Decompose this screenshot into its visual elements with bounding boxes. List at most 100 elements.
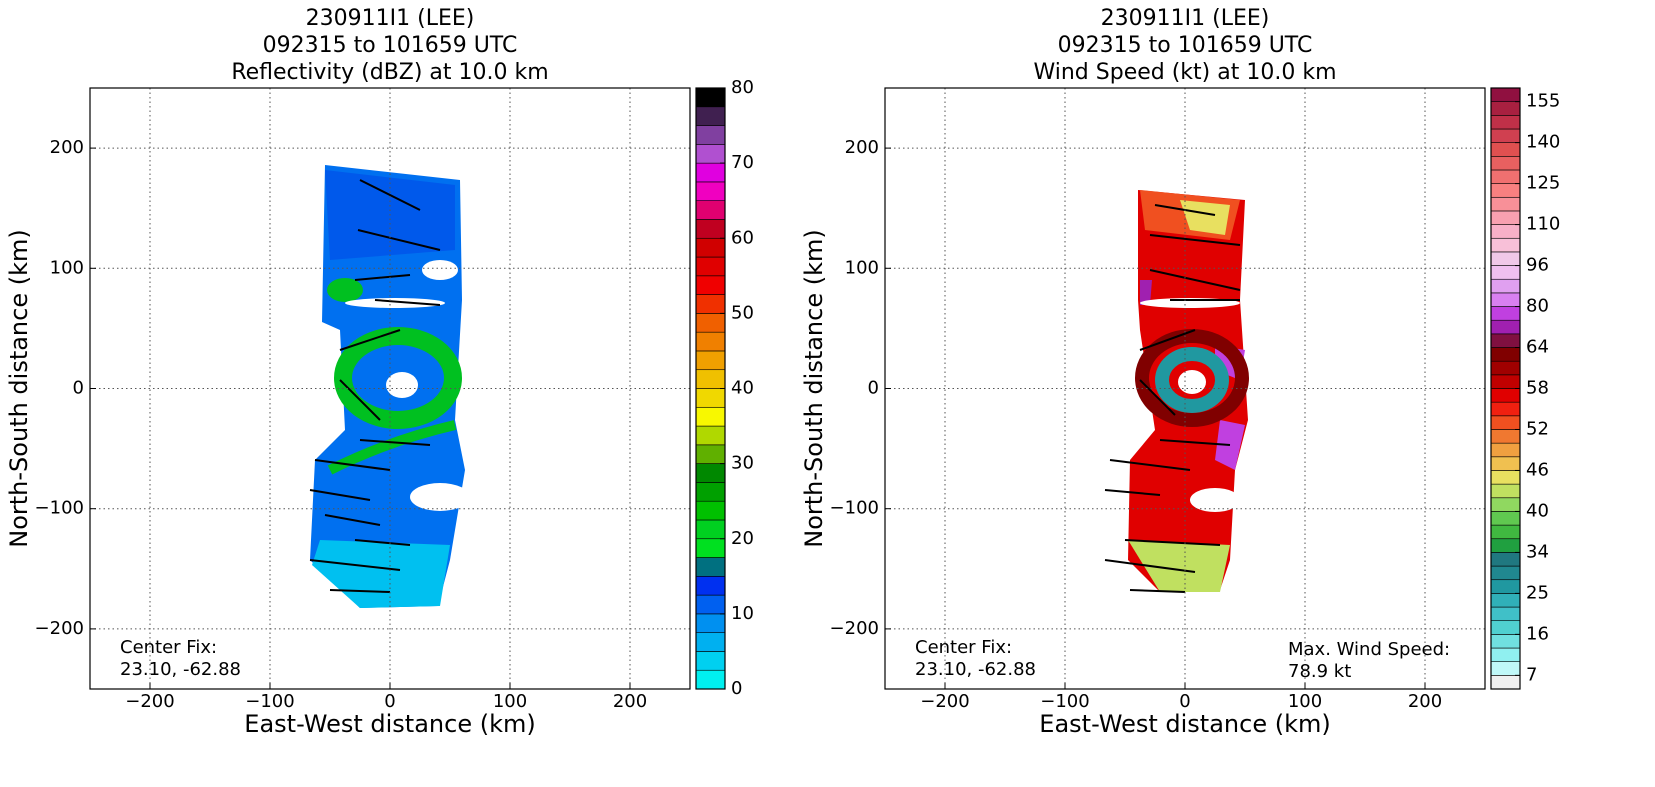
colorbar-tick-label: 64 — [1526, 337, 1549, 358]
colorbar-segment — [1490, 374, 1521, 389]
colorbar-segment — [1490, 511, 1521, 526]
colorbar-segment — [695, 219, 726, 239]
plot-frame — [89, 87, 691, 690]
chart-title: 092315 to 101659 UTC — [263, 33, 518, 58]
colorbar-segment — [1490, 565, 1521, 581]
colorbar-segment — [695, 576, 726, 596]
colorbar-segment — [1490, 142, 1521, 157]
colorbar-segment — [695, 669, 726, 690]
colorbar-segment — [1490, 661, 1521, 676]
colorbar-segment — [695, 538, 726, 558]
y-tick-label: 0 — [73, 378, 84, 399]
colorbar-segment — [1490, 87, 1521, 102]
colorbar-segment — [1490, 333, 1521, 348]
colorbar-segment — [1490, 237, 1521, 253]
colorbar-segment — [695, 313, 726, 333]
colorbar-segment — [1490, 401, 1521, 417]
colorbar-tick-label: 50 — [731, 302, 754, 323]
colorbar-tick-label: 96 — [1526, 255, 1549, 276]
colorbar-tick-label: 110 — [1526, 214, 1560, 235]
colorbar-segment — [1490, 524, 1521, 540]
chart-title: Reflectivity (dBZ) at 10.0 km — [231, 60, 548, 85]
x-tick-label: 100 — [493, 691, 527, 712]
colorbar-tick-label: 10 — [731, 603, 754, 624]
colorbar-segment — [1490, 538, 1521, 553]
y-tick-label: 200 — [845, 137, 879, 158]
y-axis-label: North-South distance (km) — [800, 229, 828, 548]
x-tick-label: −100 — [245, 691, 294, 712]
colorbar-tick-label: 155 — [1526, 91, 1560, 112]
colorbar-segment — [695, 444, 726, 464]
y-axis-label: North-South distance (km) — [5, 229, 33, 548]
colorbar-segment — [695, 200, 726, 220]
colorbar-segment — [1490, 278, 1521, 294]
colorbar-segment — [695, 275, 726, 295]
colorbar-segment — [695, 425, 726, 446]
colorbar-segment — [695, 388, 726, 408]
x-axis-label: East-West distance (km) — [1039, 710, 1330, 738]
colorbar-segment — [695, 331, 726, 352]
colorbar-segment — [1490, 115, 1521, 130]
annotation: Center Fix: — [915, 637, 1012, 658]
colorbar-tick-label: 20 — [731, 528, 754, 549]
colorbar-tick-label: 7 — [1526, 664, 1537, 685]
colorbar-segment — [1490, 497, 1521, 512]
colorbar-segment — [1490, 265, 1521, 280]
colorbar-tick-label: 40 — [731, 378, 754, 399]
x-tick-label: −200 — [125, 691, 174, 712]
colorbar-segment — [1490, 101, 1521, 116]
colorbar-segment — [1490, 196, 1521, 212]
colorbar-segment — [1490, 620, 1521, 635]
x-tick-label: 0 — [384, 691, 395, 712]
colorbar-segment — [1490, 169, 1521, 184]
colorbar-segment — [1490, 579, 1521, 594]
y-tick-label: −100 — [830, 498, 879, 519]
colorbar-segment — [1490, 429, 1521, 444]
x-tick-label: 200 — [1408, 691, 1442, 712]
colorbar-segment — [1490, 593, 1521, 608]
chart-title: Wind Speed (kt) at 10.0 km — [1033, 60, 1336, 85]
colorbar-segment — [1490, 224, 1521, 239]
colorbar-segment — [695, 256, 726, 277]
colorbar-segment — [695, 594, 726, 615]
colorbar-tick-label: 40 — [1526, 500, 1549, 521]
colorbar-segment — [1490, 183, 1521, 198]
colorbar-tick-label: 80 — [1526, 296, 1549, 317]
colorbar-segment — [695, 144, 726, 164]
annotation: Center Fix: — [120, 637, 217, 658]
colorbar-segment — [1490, 456, 1521, 471]
colorbar-segment — [695, 557, 726, 577]
y-tick-label: 200 — [50, 137, 84, 158]
colorbar-segment — [695, 519, 726, 540]
x-tick-label: 100 — [1288, 691, 1322, 712]
annotation: 23.10, -62.88 — [120, 659, 241, 680]
colorbar-segment — [1490, 210, 1521, 225]
colorbar-segment — [1490, 552, 1521, 567]
x-axis-label: East-West distance (km) — [244, 710, 535, 738]
x-tick-label: −100 — [1040, 691, 1089, 712]
colorbar-segment — [695, 482, 726, 502]
colorbar-segment — [695, 87, 726, 108]
colorbar-segment — [1490, 606, 1521, 622]
x-tick-label: 0 — [1179, 691, 1190, 712]
colorbar-tick-label: 70 — [731, 152, 754, 173]
colorbar-tick-label: 30 — [731, 453, 754, 474]
colorbar-segment — [1490, 483, 1521, 499]
colorbar-segment — [695, 632, 726, 652]
colorbar-tick-label: 58 — [1526, 378, 1549, 399]
colorbar-segment — [695, 125, 726, 145]
colorbar-segment — [695, 237, 726, 258]
colorbar-segment — [695, 463, 726, 483]
colorbar-tick-label: 52 — [1526, 418, 1549, 439]
annotation: 23.10, -62.88 — [915, 659, 1036, 680]
x-tick-label: 200 — [613, 691, 647, 712]
colorbar-segment — [695, 651, 726, 671]
x-tick-label: −200 — [920, 691, 969, 712]
colorbar-tick-label: 46 — [1526, 459, 1549, 480]
colorbar-segment — [695, 106, 726, 126]
colorbar-segment — [1490, 360, 1521, 376]
colorbar-segment — [1490, 442, 1521, 458]
y-tick-label: −100 — [35, 498, 84, 519]
colorbar-segment — [695, 406, 726, 427]
